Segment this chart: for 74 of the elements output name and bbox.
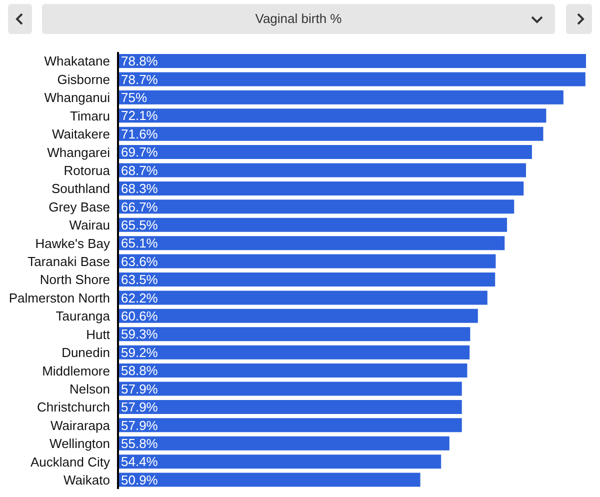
data-label: 63.5% <box>121 272 158 288</box>
bar <box>118 126 544 141</box>
bar <box>118 218 508 232</box>
data-label: 57.9% <box>121 418 158 433</box>
data-label: 54.4% <box>121 454 158 470</box>
y-tick-label: Rotorua <box>64 162 111 178</box>
data-label: 65.5% <box>121 217 158 232</box>
y-tick-label: Palmerston North <box>8 290 110 306</box>
bar <box>118 54 586 68</box>
y-tick-label: North Shore <box>40 272 110 288</box>
data-label: 66.7% <box>121 199 158 214</box>
data-label: 78.8% <box>121 54 158 69</box>
y-tick-label: Timaru <box>70 108 110 124</box>
bar <box>118 327 470 342</box>
data-label: 57.9% <box>121 400 158 415</box>
chart-title: Vaginal birth % <box>254 11 343 26</box>
y-tick-label: Middlemore <box>42 363 110 378</box>
data-label: 72.1% <box>121 108 158 124</box>
bar <box>118 472 420 487</box>
data-label: 60.6% <box>121 308 158 324</box>
data-label: 71.6% <box>121 126 158 142</box>
data-label: 59.3% <box>121 326 158 342</box>
y-tick-label: Tauranga <box>56 308 111 324</box>
y-tick-label: Dunedin <box>62 345 110 360</box>
y-tick-label: Whanganui <box>44 90 110 106</box>
data-label: 63.6% <box>121 254 158 269</box>
y-tick-label: Waikato <box>64 472 110 488</box>
bar <box>118 163 526 178</box>
bar <box>118 90 564 104</box>
y-tick-label: Taranaki Base <box>28 254 110 270</box>
data-label: 65.1% <box>121 236 158 251</box>
bar <box>118 200 514 214</box>
y-tick-label: Whakatane <box>44 54 110 69</box>
y-tick-label: Hawke's Bay <box>35 236 110 251</box>
data-label: 62.2% <box>121 290 158 306</box>
bar <box>118 181 524 196</box>
bar <box>118 72 586 86</box>
y-tick-label: Grey Base <box>48 199 110 214</box>
y-tick-label: Wairarapa <box>50 418 111 433</box>
data-label: 59.2% <box>121 344 158 360</box>
y-tick-label: Nelson <box>70 381 110 396</box>
dropdown: Vaginal birth % <box>42 4 555 34</box>
bar <box>118 254 496 268</box>
bar <box>118 272 496 286</box>
bar <box>118 236 505 250</box>
bar <box>118 400 462 414</box>
data-label: 75% <box>121 90 148 106</box>
bar <box>118 108 546 123</box>
y-tick-label: Waitakere <box>52 126 110 142</box>
y-tick-label: Wairau <box>69 218 110 233</box>
bar <box>118 454 442 469</box>
y-tick-label: Auckland City <box>30 454 110 470</box>
data-label: 57.9% <box>121 381 158 396</box>
y-tick-label: Hutt <box>86 326 110 342</box>
bar <box>118 345 470 360</box>
bar <box>118 382 462 396</box>
data-label: 78.7% <box>121 72 158 87</box>
data-label: 68.7% <box>121 162 158 178</box>
bar <box>118 418 462 432</box>
data-label: 50.9% <box>121 472 158 488</box>
data-label: 58.8% <box>121 363 158 378</box>
bar <box>118 145 532 160</box>
y-tick-label: Gisborne <box>57 72 110 87</box>
y-tick-label: Christchurch <box>37 400 110 415</box>
data-label: 68.3% <box>121 181 158 196</box>
data-label: 69.7% <box>121 144 158 160</box>
bar <box>118 290 488 305</box>
y-tick-label: Wellington <box>50 436 110 452</box>
data-label: 55.8% <box>121 436 158 451</box>
bar <box>118 308 478 323</box>
bar <box>118 436 450 450</box>
y-tick-label: Southland <box>51 181 110 196</box>
y-tick-label: Whangarei <box>47 144 110 160</box>
bar <box>118 364 468 378</box>
